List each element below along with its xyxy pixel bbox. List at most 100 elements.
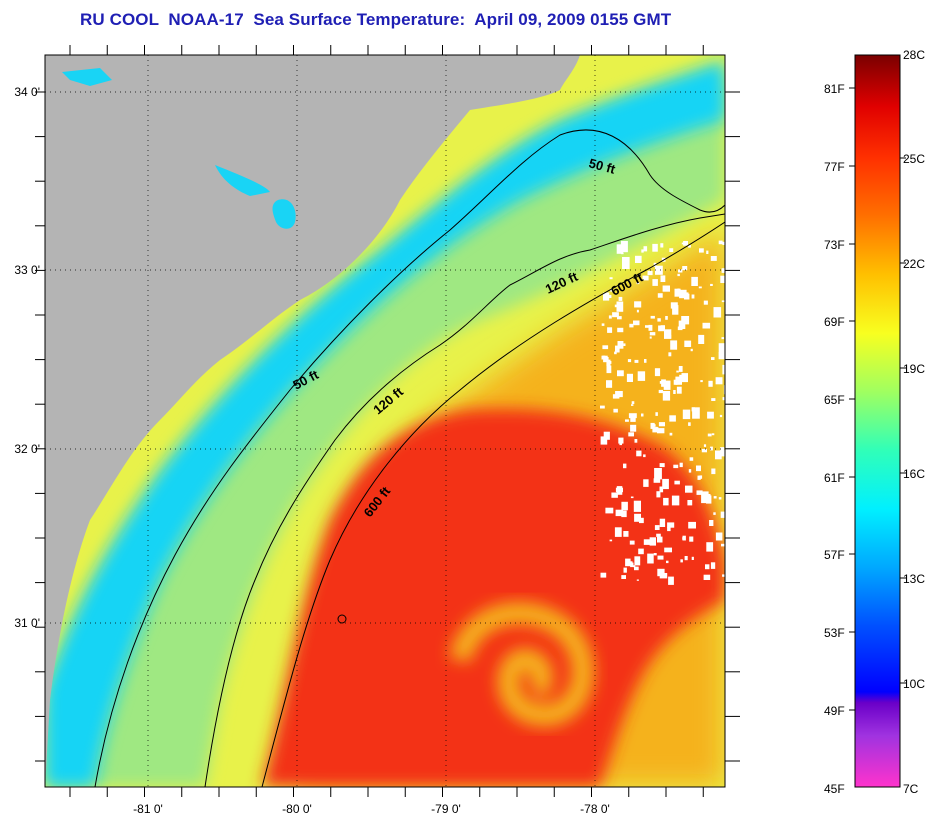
cloud-speck (636, 579, 639, 581)
cloud-speck (652, 243, 658, 252)
cloud-speck (688, 469, 692, 473)
cloud-speck (685, 485, 693, 493)
cloud-speck (721, 543, 725, 547)
cloud-speck (657, 555, 664, 560)
cloud-speck (674, 288, 681, 297)
cloud-speck (615, 345, 620, 353)
cloud-speck (637, 371, 646, 381)
cloud-speck (718, 497, 722, 500)
cloud-speck (657, 536, 663, 543)
colorbar-ticks (849, 87, 906, 711)
cloud-speck (713, 307, 722, 318)
cloud-speck (656, 491, 661, 498)
axis-ticks (35, 45, 740, 797)
cloud-speck (603, 292, 610, 301)
cloud-speck (698, 286, 702, 289)
contour-line-600ft (261, 221, 725, 787)
cloud-speck (649, 332, 656, 336)
cloud-speck (720, 447, 725, 451)
cloud-mask (600, 240, 725, 585)
cloud-speck (612, 312, 619, 318)
cloud-speck (602, 355, 606, 359)
cloud-speck (665, 316, 668, 320)
cloud-speck (654, 525, 660, 530)
cloud-speck (683, 241, 688, 246)
cloud-speck (667, 526, 671, 532)
cloud-speck (622, 257, 630, 269)
cloud-speck (636, 282, 640, 285)
y-tick-label: 31 0' (14, 616, 40, 630)
cloud-speck (603, 357, 609, 363)
colorbar-f-label: 65F (824, 393, 845, 407)
cloud-speck (606, 380, 613, 388)
cloud-speck (628, 413, 637, 419)
cloud-speck (647, 270, 653, 276)
cloud-speck (603, 431, 610, 440)
land-area (45, 55, 580, 787)
cloud-speck (708, 380, 713, 387)
cloud-speck (630, 496, 634, 499)
cloud-speck (633, 320, 640, 326)
cloud-speck (657, 318, 661, 322)
y-tick-label: 32 0' (14, 442, 40, 456)
cloud-speck (661, 379, 666, 387)
station-marker (337, 614, 347, 624)
cloud-speck (615, 391, 623, 398)
cloud-speck (631, 404, 634, 406)
cloud-speck (605, 507, 614, 514)
contour-line-50ft (94, 129, 725, 787)
cloud-speck (612, 394, 620, 399)
inland-sound (215, 165, 270, 196)
cloud-speck (653, 478, 661, 483)
x-tick-label: -78 0' (580, 802, 610, 816)
cloud-speck (678, 366, 683, 372)
cloud-speck (617, 341, 624, 349)
cloud-speck (635, 255, 642, 263)
colorbar-c-label: 10C (903, 677, 926, 691)
cloud-speck (650, 315, 655, 319)
cloud-speck (688, 245, 691, 248)
cloud-speck (654, 468, 662, 480)
cloud-speck (673, 464, 679, 469)
cloud-speck (609, 277, 613, 280)
cloud-speck (677, 288, 680, 291)
colorbar-f-label: 49F (824, 704, 845, 718)
cloud-speck (707, 411, 714, 419)
cloud-speck (647, 553, 654, 564)
cloud-speck (678, 269, 683, 273)
cloud-speck (671, 495, 680, 506)
cloud-speck (636, 309, 639, 313)
cloud-speck (718, 343, 725, 353)
cloud-speck (662, 391, 671, 401)
cloud-speck (723, 385, 725, 395)
cloud-speck (669, 432, 673, 436)
cloud-speck (711, 357, 715, 360)
cloud-speck (633, 500, 641, 512)
y-tick-label: 33 0' (14, 263, 40, 277)
cloud-speck (608, 294, 612, 298)
colorbar-f-label: 77F (824, 160, 845, 174)
y-tick-label: 34 0' (14, 85, 40, 99)
cloud-speck (610, 288, 614, 292)
cloud-speck (643, 479, 649, 487)
colorbar-c-label: 16C (903, 467, 926, 481)
colorbar-f-label: 69F (824, 315, 845, 329)
cloud-speck (666, 560, 669, 564)
cloud-speck (615, 509, 623, 517)
cloud-speck (691, 556, 694, 560)
cloud-speck (700, 380, 703, 383)
cloud-speck (668, 352, 672, 357)
cloud-speck (652, 427, 659, 433)
cloud-speck (722, 364, 725, 375)
cloud-speck (711, 468, 716, 475)
cloud-speck (625, 419, 629, 422)
cloud-speck (659, 381, 662, 384)
cloud-speck (608, 315, 612, 319)
cloud-speck (614, 527, 622, 537)
cloud-speck (616, 301, 624, 312)
cloud-speck (621, 575, 626, 579)
cloud-speck (657, 568, 665, 577)
cloud-speck (617, 316, 622, 320)
cloud-speck (606, 365, 612, 374)
cloud-speck (710, 562, 716, 569)
